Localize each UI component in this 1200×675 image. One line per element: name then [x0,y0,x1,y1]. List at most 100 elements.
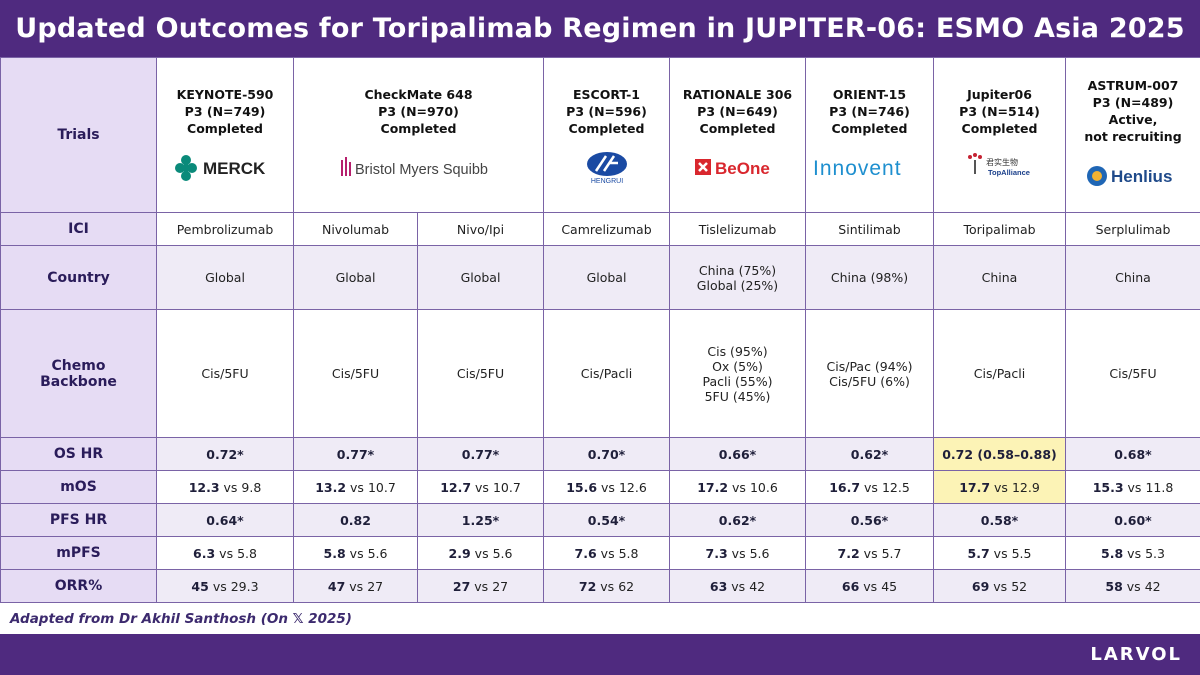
ici-cell: Sintilimab [805,212,934,246]
row-label-mpfs-text: mPFS [56,545,101,561]
mpfs-cell: 5.7 vs 5.5 [933,536,1066,570]
value-control: 10.7 [492,479,521,495]
vs-word: vs [600,545,615,561]
vs-word: vs [731,578,746,594]
ici-cell: Serplulimab [1065,212,1200,246]
pfs-hr-value: 0.54* [587,512,626,528]
ici-value: Sintilimab [838,221,901,237]
chemo-value: Cis/Pacli [973,366,1026,381]
value-control: 9.8 [241,479,262,495]
orr-cell: 66 vs 45 [805,569,934,603]
trial-design: P3 (N=970) [378,103,459,119]
os-hr-value: 0.77* [336,446,375,462]
chemo-cell: Cis/Pacli [543,309,670,438]
value-experimental: 63 [709,578,728,594]
chemo-value: Cis (95%) [707,343,768,359]
os-hr-cell: 0.72 (0.58–0.88) [933,437,1066,471]
value-control: 5.3 [1145,545,1165,561]
value-experimental: 15.6 [566,479,598,495]
value-experimental: 69 [971,578,990,594]
value-experimental: 12.7 [440,479,472,495]
trial-header-cell: ESCORT-1 P3 (N=596) Completed HENGRUI [543,57,670,213]
mos-cell: 17.2 vs 10.6 [669,470,806,504]
trial-header: ORIENT-15 P3 (N=746) Completed [809,86,930,137]
row-label-os-hr: OS HR [0,437,157,471]
value-experimental: 5.8 [323,545,346,561]
hengrui-logo-text: HENGRUI [590,178,622,185]
row-mpfs: mPFS 6.3 vs 5.8 5.8 vs 5.6 2.9 vs 5.6 7.6 vs… [0,536,1200,570]
os-hr-cell: 0.62* [805,437,934,471]
trial-status: Completed [699,120,776,136]
trial-name: RATIONALE 306 [682,86,793,102]
os-hr-value: 0.68* [1114,446,1152,462]
chemo-value: Cis/5FU [201,366,249,381]
ici-cell: Nivo/Ipi [417,212,544,246]
ici-value: Nivo/Ipi [456,221,505,237]
chemo-value: Ox (5%) [712,358,763,374]
chemo-value: Cis/5FU [1109,366,1157,381]
row-label-trials-text: Trials [57,127,100,143]
trial-design: P3 (N=746) [829,103,910,119]
country-cell: Global [293,245,418,310]
trial-design: P3 (N=749) [184,103,266,119]
row-label-chemo-text-2: Backbone [40,373,117,390]
trial-status: Completed [961,120,1038,136]
vs-word: vs [601,479,615,495]
mos-cell: 12.3 vs 9.8 [156,470,294,504]
trial-name: KEYNOTE-590 [176,86,274,102]
vs-word: vs [864,479,878,495]
ici-value: Pembrolizumab [176,221,274,237]
trial-header-cell: CheckMate 648 P3 (N=970) Completed Bristol … [293,57,544,213]
trial-header: ASTRUM-007 P3 (N=489) Active, not recruitin… [1069,77,1197,145]
value-control: 27 [367,578,384,594]
vs-word: vs [223,479,238,495]
value-control: 12.5 [881,479,910,495]
trial-header: Jupiter06 P3 (N=514) Completed [937,86,1062,137]
pfs-hr-value: 0.82 [340,512,371,528]
value-experimental: 7.6 [574,545,597,561]
country-value: China (75%) [698,262,777,278]
pfs-hr-value: 0.62* [718,512,757,528]
comparison-table: Trials KEYNOTE-590 P3 (N=749) Completed MERC… [0,57,1200,603]
value-experimental: 66 [841,578,860,594]
ici-value: Tislelizumab [698,221,777,237]
value-control: 5.6 [749,545,770,561]
country-cell: China [933,245,1066,310]
row-label-chemo-text: Chemo [51,357,106,374]
trial-status: Active, [1108,112,1158,127]
vs-word: vs [994,479,1008,495]
vs-word: vs [993,578,1008,594]
vs-word: vs [1126,578,1141,594]
trial-header-cell: Jupiter06 P3 (N=514) Completed 君实生物 TopAllia… [933,57,1066,213]
mpfs-cell: 7.3 vs 5.6 [669,536,806,570]
os-hr-value: 0.70* [587,446,626,462]
trial-status: Completed [568,120,645,136]
chemo-cell: Cis/5FU [1065,309,1200,438]
chemo-value: 5FU (45%) [704,388,771,404]
row-chemo: Chemo Backbone Cis/5FU Cis/5FU Cis/5FU Cis/Pa… [0,309,1200,438]
row-trials: Trials KEYNOTE-590 P3 (N=749) Completed MERC… [0,57,1200,213]
innovent-logo-text: Innovent [813,157,902,180]
pfs-hr-cell: 1.25* [417,503,544,537]
row-label-ici-text: ICI [68,221,89,237]
vs-word: vs [349,578,364,594]
country-value: China [981,270,1018,285]
footnote-text: Adapted from Dr Akhil Santhosh (On 𝕏 202… [10,610,352,627]
os-hr-cell: 0.68* [1065,437,1200,471]
value-control: 29.3 [230,578,259,594]
country-value: Global [205,270,245,285]
value-experimental: 15.3 [1092,479,1124,495]
value-control: 5.8 [237,545,257,561]
trial-header-cell: ORIENT-15 P3 (N=746) Completed Innovent [805,57,934,213]
beone-logo: BeOne [673,151,802,185]
value-control: 10.6 [749,479,778,495]
orr-cell: 58 vs 42 [1065,569,1200,603]
vs-word: vs [600,578,615,594]
vs-word: vs [219,545,234,561]
trial-design: P3 (N=489) [1092,95,1174,110]
trial-header: ESCORT-1 P3 (N=596) Completed [547,86,666,137]
trial-header: KEYNOTE-590 P3 (N=749) Completed [160,86,290,137]
country-value: China (98%) [830,270,909,285]
topalliance-logo-text: TopAlliance [988,168,1030,177]
mos-cell: 13.2 vs 10.7 [293,470,418,504]
